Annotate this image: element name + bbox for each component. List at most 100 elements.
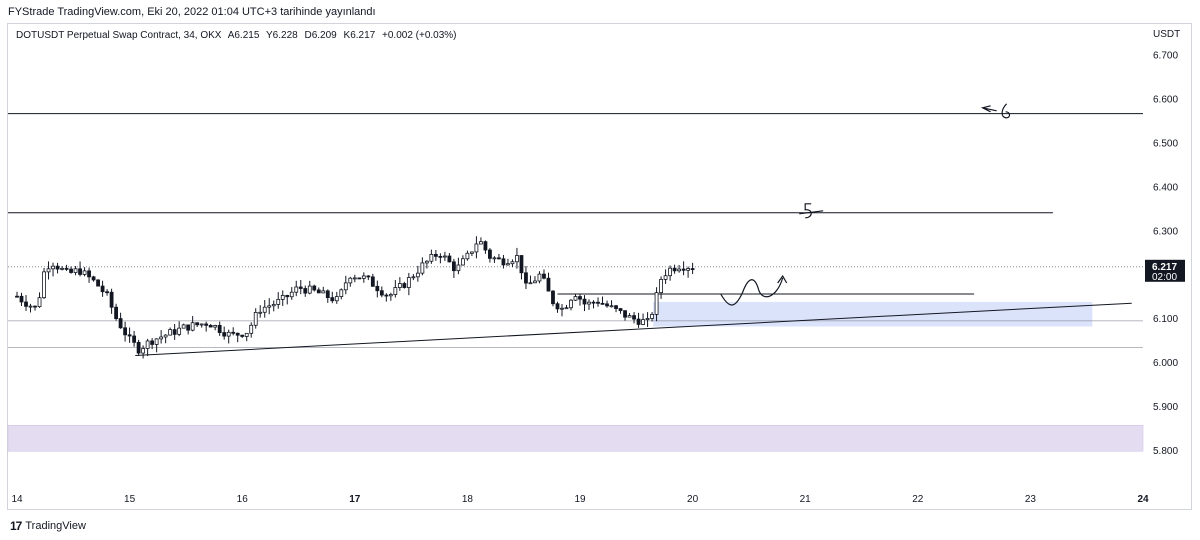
candle-body bbox=[686, 268, 690, 271]
candle-body bbox=[127, 334, 132, 337]
candle-body bbox=[285, 295, 290, 298]
candle-body bbox=[357, 277, 362, 280]
candle-body bbox=[181, 324, 186, 329]
candle-body bbox=[393, 287, 398, 295]
candle-body bbox=[334, 296, 339, 302]
candle-body bbox=[109, 291, 114, 308]
candle-body bbox=[82, 270, 87, 275]
candle-body bbox=[515, 255, 519, 263]
candle-body bbox=[55, 265, 60, 270]
chart-frame[interactable] bbox=[7, 23, 1192, 510]
candle-body bbox=[262, 306, 267, 313]
candle-body bbox=[632, 315, 636, 320]
candle-body bbox=[388, 294, 393, 297]
candle-body bbox=[623, 310, 627, 318]
price-badge bbox=[1145, 259, 1185, 282]
candle-body bbox=[609, 305, 614, 308]
candle-body bbox=[587, 301, 591, 305]
candle-body bbox=[253, 312, 258, 326]
candle-body bbox=[542, 273, 546, 279]
y-tick-label: 5.800 bbox=[1153, 446, 1178, 457]
candle-body bbox=[429, 253, 434, 262]
candle-body bbox=[578, 296, 582, 300]
candle-body bbox=[240, 334, 245, 337]
candle-body bbox=[375, 285, 380, 292]
x-tick-label: 23 bbox=[1025, 494, 1037, 505]
candle-body bbox=[645, 318, 650, 321]
candle-body bbox=[168, 329, 173, 336]
candle-body bbox=[222, 332, 227, 337]
candle-body bbox=[506, 263, 510, 266]
candle-body bbox=[294, 286, 299, 293]
candle-body bbox=[298, 286, 303, 289]
candle-body bbox=[199, 323, 204, 326]
projected-path bbox=[720, 274, 788, 306]
candle-body bbox=[447, 255, 452, 263]
zone-purple bbox=[7, 425, 1144, 452]
legend-close: K6.217 bbox=[343, 30, 376, 41]
demand-zone-blue bbox=[653, 301, 1093, 327]
candle-body bbox=[343, 282, 348, 291]
tradingview-logo-icon: 17 bbox=[10, 519, 22, 533]
candle-body bbox=[352, 277, 357, 280]
candle-body bbox=[366, 275, 371, 278]
candle-body bbox=[555, 303, 560, 310]
candle-body bbox=[569, 299, 573, 309]
candle-body bbox=[433, 253, 438, 257]
candle-body bbox=[19, 295, 24, 303]
candle-body bbox=[456, 264, 461, 272]
candle-body bbox=[100, 285, 105, 293]
candle-body bbox=[321, 290, 326, 294]
footer-brand[interactable]: 17 TradingView bbox=[10, 519, 86, 533]
candle-body bbox=[159, 336, 164, 340]
candle-body bbox=[271, 304, 276, 307]
candle-body bbox=[650, 313, 654, 319]
candle-body bbox=[528, 282, 533, 285]
legend-change: +0.002 (+0.03%) bbox=[382, 30, 457, 41]
candle-body bbox=[339, 289, 344, 297]
candle-body bbox=[672, 267, 677, 272]
candle-body bbox=[123, 327, 128, 336]
y-tick-label: 6.000 bbox=[1153, 358, 1178, 369]
candle-body bbox=[51, 265, 55, 270]
candle-body bbox=[470, 251, 474, 254]
candle-body bbox=[141, 348, 146, 354]
x-tick-label: 22 bbox=[912, 494, 924, 505]
candle-body bbox=[325, 290, 330, 299]
candle-body bbox=[605, 303, 609, 307]
y-axis-unit: USDT bbox=[1153, 29, 1180, 40]
candle-body bbox=[312, 285, 317, 291]
legend-symbol: DOTUSDT Perpetual Swap Contract, 34, OKX bbox=[16, 30, 222, 41]
y-tick-label: 6.400 bbox=[1153, 182, 1178, 193]
candle-body bbox=[627, 315, 632, 318]
x-tick-label: 17 bbox=[349, 494, 361, 505]
candle-body bbox=[479, 241, 483, 245]
candle-body bbox=[614, 305, 618, 309]
candle-body bbox=[497, 257, 501, 260]
candle-body bbox=[42, 271, 46, 299]
candle-body bbox=[217, 325, 222, 333]
candle-body bbox=[483, 241, 488, 251]
candle-body bbox=[510, 261, 515, 265]
candle-body bbox=[415, 272, 420, 278]
candle-body bbox=[280, 295, 285, 300]
symbol-legend: DOTUSDT Perpetual Swap Contract, 34, OKX… bbox=[16, 30, 461, 41]
candle-body bbox=[172, 329, 177, 335]
x-tick-label: 20 bbox=[687, 494, 699, 505]
candle-body bbox=[438, 255, 443, 258]
tradingview-brand: TradingView bbox=[25, 520, 86, 532]
candle-body bbox=[330, 297, 335, 302]
candle-body bbox=[654, 292, 659, 315]
candle-body bbox=[114, 306, 118, 319]
candle-body bbox=[244, 332, 249, 337]
candle-body bbox=[249, 324, 254, 334]
candle-body bbox=[524, 272, 528, 284]
candle-body bbox=[226, 331, 231, 337]
published-info: FYStrade TradingView.com, Eki 20, 2022 0… bbox=[8, 6, 376, 18]
candle-body bbox=[370, 276, 375, 287]
candle-body bbox=[424, 260, 429, 264]
trend-line bbox=[135, 302, 1132, 356]
candle-body bbox=[78, 268, 82, 275]
candle-body bbox=[163, 334, 168, 338]
